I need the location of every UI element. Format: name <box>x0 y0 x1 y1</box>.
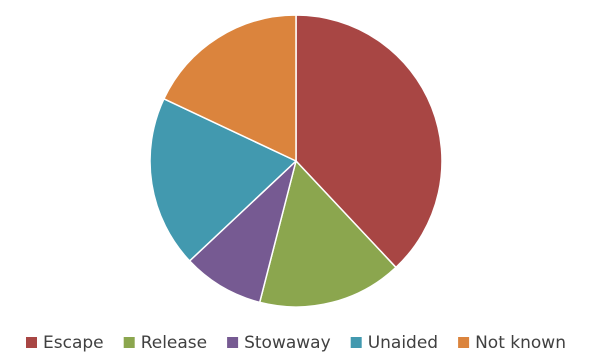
legend-label-escape: Escape <box>43 333 104 353</box>
legend-item-unaided: Unaided <box>350 333 438 353</box>
pie-slice-escape <box>295 14 443 269</box>
legend-label-stowaway: Stowaway <box>244 333 331 353</box>
pie-slice-not-known <box>163 14 297 162</box>
legend-swatch-not-known <box>458 337 470 348</box>
legend-item-release: Release <box>123 333 207 353</box>
legend: Escape Release Stowaway Unaided Not known <box>26 333 566 353</box>
legend-item-escape: Escape <box>26 333 104 353</box>
legend-label-unaided: Unaided <box>368 333 438 353</box>
legend-label-release: Release <box>141 333 207 353</box>
pie-slices <box>149 14 443 308</box>
legend-swatch-unaided <box>350 337 362 348</box>
legend-swatch-stowaway <box>227 337 239 348</box>
legend-swatch-escape <box>26 337 37 348</box>
legend-swatch-release <box>123 337 135 348</box>
pie-slice-release <box>258 160 397 308</box>
legend-item-not-known: Not known <box>458 333 566 353</box>
pie-slice-stowaway <box>188 160 297 304</box>
pie-slice-unaided <box>149 98 297 262</box>
legend-label-not-known: Not known <box>475 333 566 353</box>
legend-item-stowaway: Stowaway <box>227 333 331 353</box>
